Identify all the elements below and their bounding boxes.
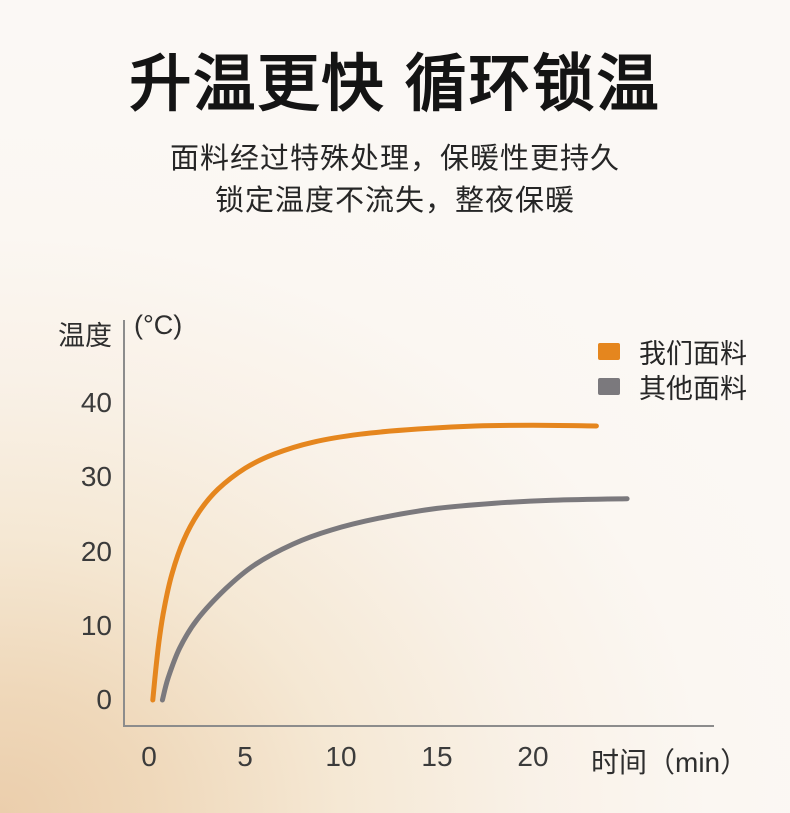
header: 升温更快 循环锁温 面料经过特殊处理，保暖性更持久 锁定温度不流失，整夜保暖	[0, 0, 790, 222]
legend-swatch	[598, 342, 620, 360]
chart-legend: 我们面料 其他面料	[598, 336, 747, 404]
legend-item: 我们面料	[598, 336, 747, 369]
x-tick-label: 0	[141, 741, 157, 772]
legend-label: 其他面料	[639, 373, 747, 404]
y-tick-label: 40	[80, 387, 112, 418]
x-tick-label: 5	[237, 741, 253, 772]
y-tick-label: 0	[96, 684, 112, 715]
series-line-0	[150, 422, 599, 703]
x-tick-label: 20	[517, 741, 549, 772]
legend-item: 其他面料	[598, 371, 747, 404]
subtitle-line-2: 锁定温度不流失，整夜保暖	[214, 185, 575, 217]
y-tick-label: 20	[80, 535, 112, 567]
y-tick-label: 30	[80, 461, 112, 493]
y-axis-title: 温度	[58, 321, 112, 351]
y-axis-unit-label: (°C)	[134, 310, 183, 340]
y-tick-label: 10	[80, 609, 112, 641]
series-line-1	[159, 496, 630, 703]
legend-swatch	[598, 377, 620, 395]
x-tick-label: 15	[421, 741, 453, 772]
x-axis-title: 时间（min）	[591, 747, 749, 778]
page-title: 升温更快 循环锁温	[129, 50, 661, 119]
x-tick-label: 10	[325, 741, 357, 772]
subtitle-line-1: 面料经过特殊处理，保暖性更持久	[169, 143, 620, 175]
legend-label: 我们面料	[639, 338, 747, 369]
